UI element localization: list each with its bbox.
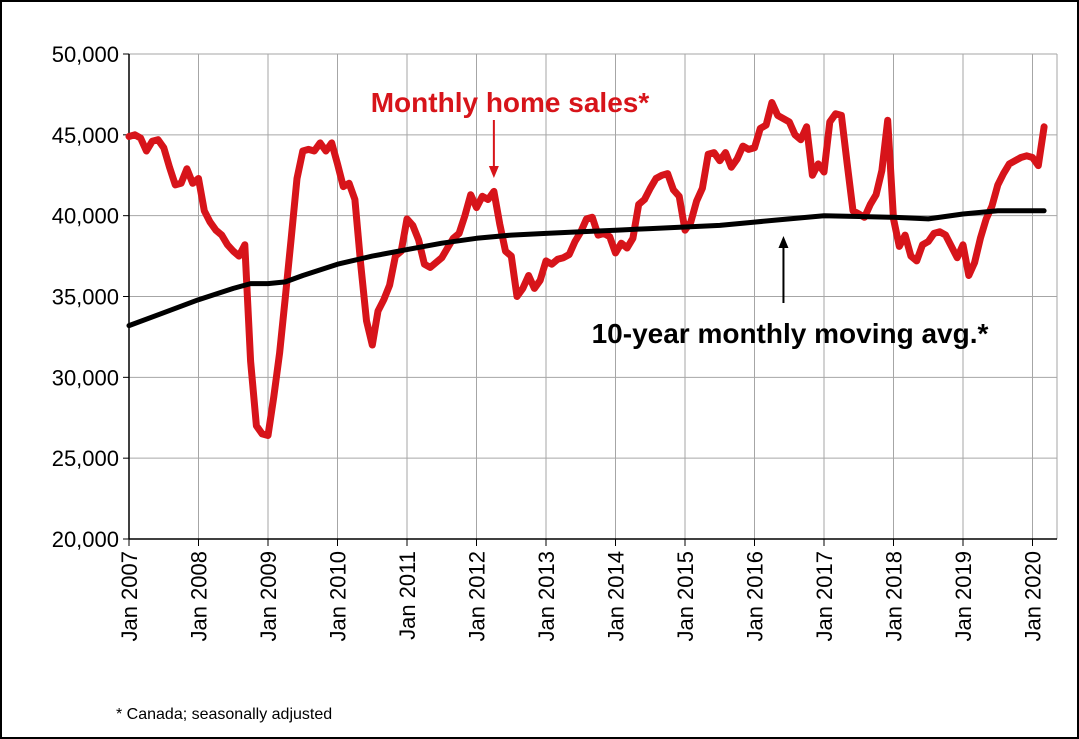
grid-lines [128, 53, 1058, 540]
x-tick-label: Jan 2013 [534, 551, 559, 642]
x-tick-label: Jan 2018 [882, 551, 907, 642]
x-tick-label: Jan 2014 [604, 551, 629, 642]
x-tick-label: Jan 2017 [812, 551, 837, 642]
annotation-monthly-sales: Monthly home sales* [371, 87, 650, 118]
series-line-moving-avg [126, 208, 1047, 329]
x-axis: Jan 2007 Jan 2008 Jan 2009 Jan 2010 Jan 2011… [117, 538, 1057, 642]
annotation-arrowhead-avg [778, 236, 789, 248]
chart-series [125, 99, 1048, 439]
footnote: * Canada; seasonally adjusted [116, 706, 332, 723]
annotation-arrowhead-sales [488, 166, 499, 178]
x-tick-label: Jan 2012 [465, 551, 490, 642]
x-tick-label: Jan 2015 [673, 551, 698, 642]
series-line-monthly-sales [125, 99, 1048, 439]
x-tick-label: Jan 2020 [1021, 551, 1046, 642]
y-tick-label: 25,000 [52, 446, 119, 471]
x-tick-label: Jan 2010 [326, 551, 351, 642]
y-tick-label: 30,000 [52, 365, 119, 390]
x-tick-label: Jan 2009 [256, 551, 281, 642]
y-tick-label: 50,000 [52, 42, 119, 67]
y-axis: 20,000 25,000 30,000 35,000 40,000 45,000 50,0… [52, 42, 130, 552]
y-tick-label: 35,000 [52, 285, 119, 310]
x-tick-label: Jan 2007 [117, 551, 142, 642]
y-tick-label: 45,000 [52, 123, 119, 148]
x-tick-label: Jan 2008 [187, 551, 212, 642]
x-tick-label: Jan 2011 [395, 551, 420, 640]
y-tick-label: 20,000 [52, 527, 119, 552]
y-tick-label: 40,000 [52, 204, 119, 229]
annotation-moving-avg: 10-year monthly moving avg.* [592, 318, 989, 349]
x-tick-label: Jan 2019 [951, 551, 976, 642]
x-tick-label: Jan 2016 [743, 551, 768, 642]
